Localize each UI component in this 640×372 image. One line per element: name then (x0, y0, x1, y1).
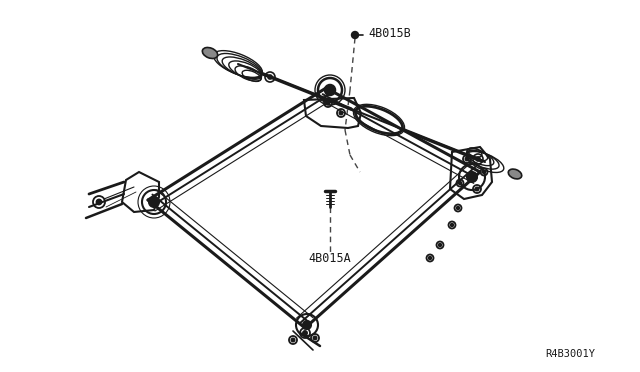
Circle shape (268, 75, 272, 79)
Circle shape (303, 321, 311, 329)
Circle shape (351, 32, 358, 38)
Circle shape (438, 243, 442, 247)
Circle shape (458, 182, 461, 185)
Text: 4B015A: 4B015A (308, 252, 351, 265)
Circle shape (451, 224, 454, 227)
Circle shape (475, 187, 479, 191)
Circle shape (325, 85, 335, 95)
Circle shape (149, 197, 159, 207)
Circle shape (465, 157, 468, 161)
Circle shape (326, 101, 330, 105)
Text: 4B015B: 4B015B (368, 27, 411, 40)
Circle shape (303, 331, 307, 335)
Circle shape (291, 338, 295, 342)
Circle shape (467, 172, 477, 182)
Circle shape (96, 199, 102, 205)
Ellipse shape (508, 169, 522, 179)
Circle shape (313, 336, 317, 340)
Circle shape (483, 170, 486, 174)
Text: R4B3001Y: R4B3001Y (545, 349, 595, 359)
Circle shape (476, 157, 480, 161)
Circle shape (339, 111, 343, 115)
Circle shape (456, 206, 460, 209)
Ellipse shape (202, 48, 218, 58)
Circle shape (428, 256, 431, 260)
